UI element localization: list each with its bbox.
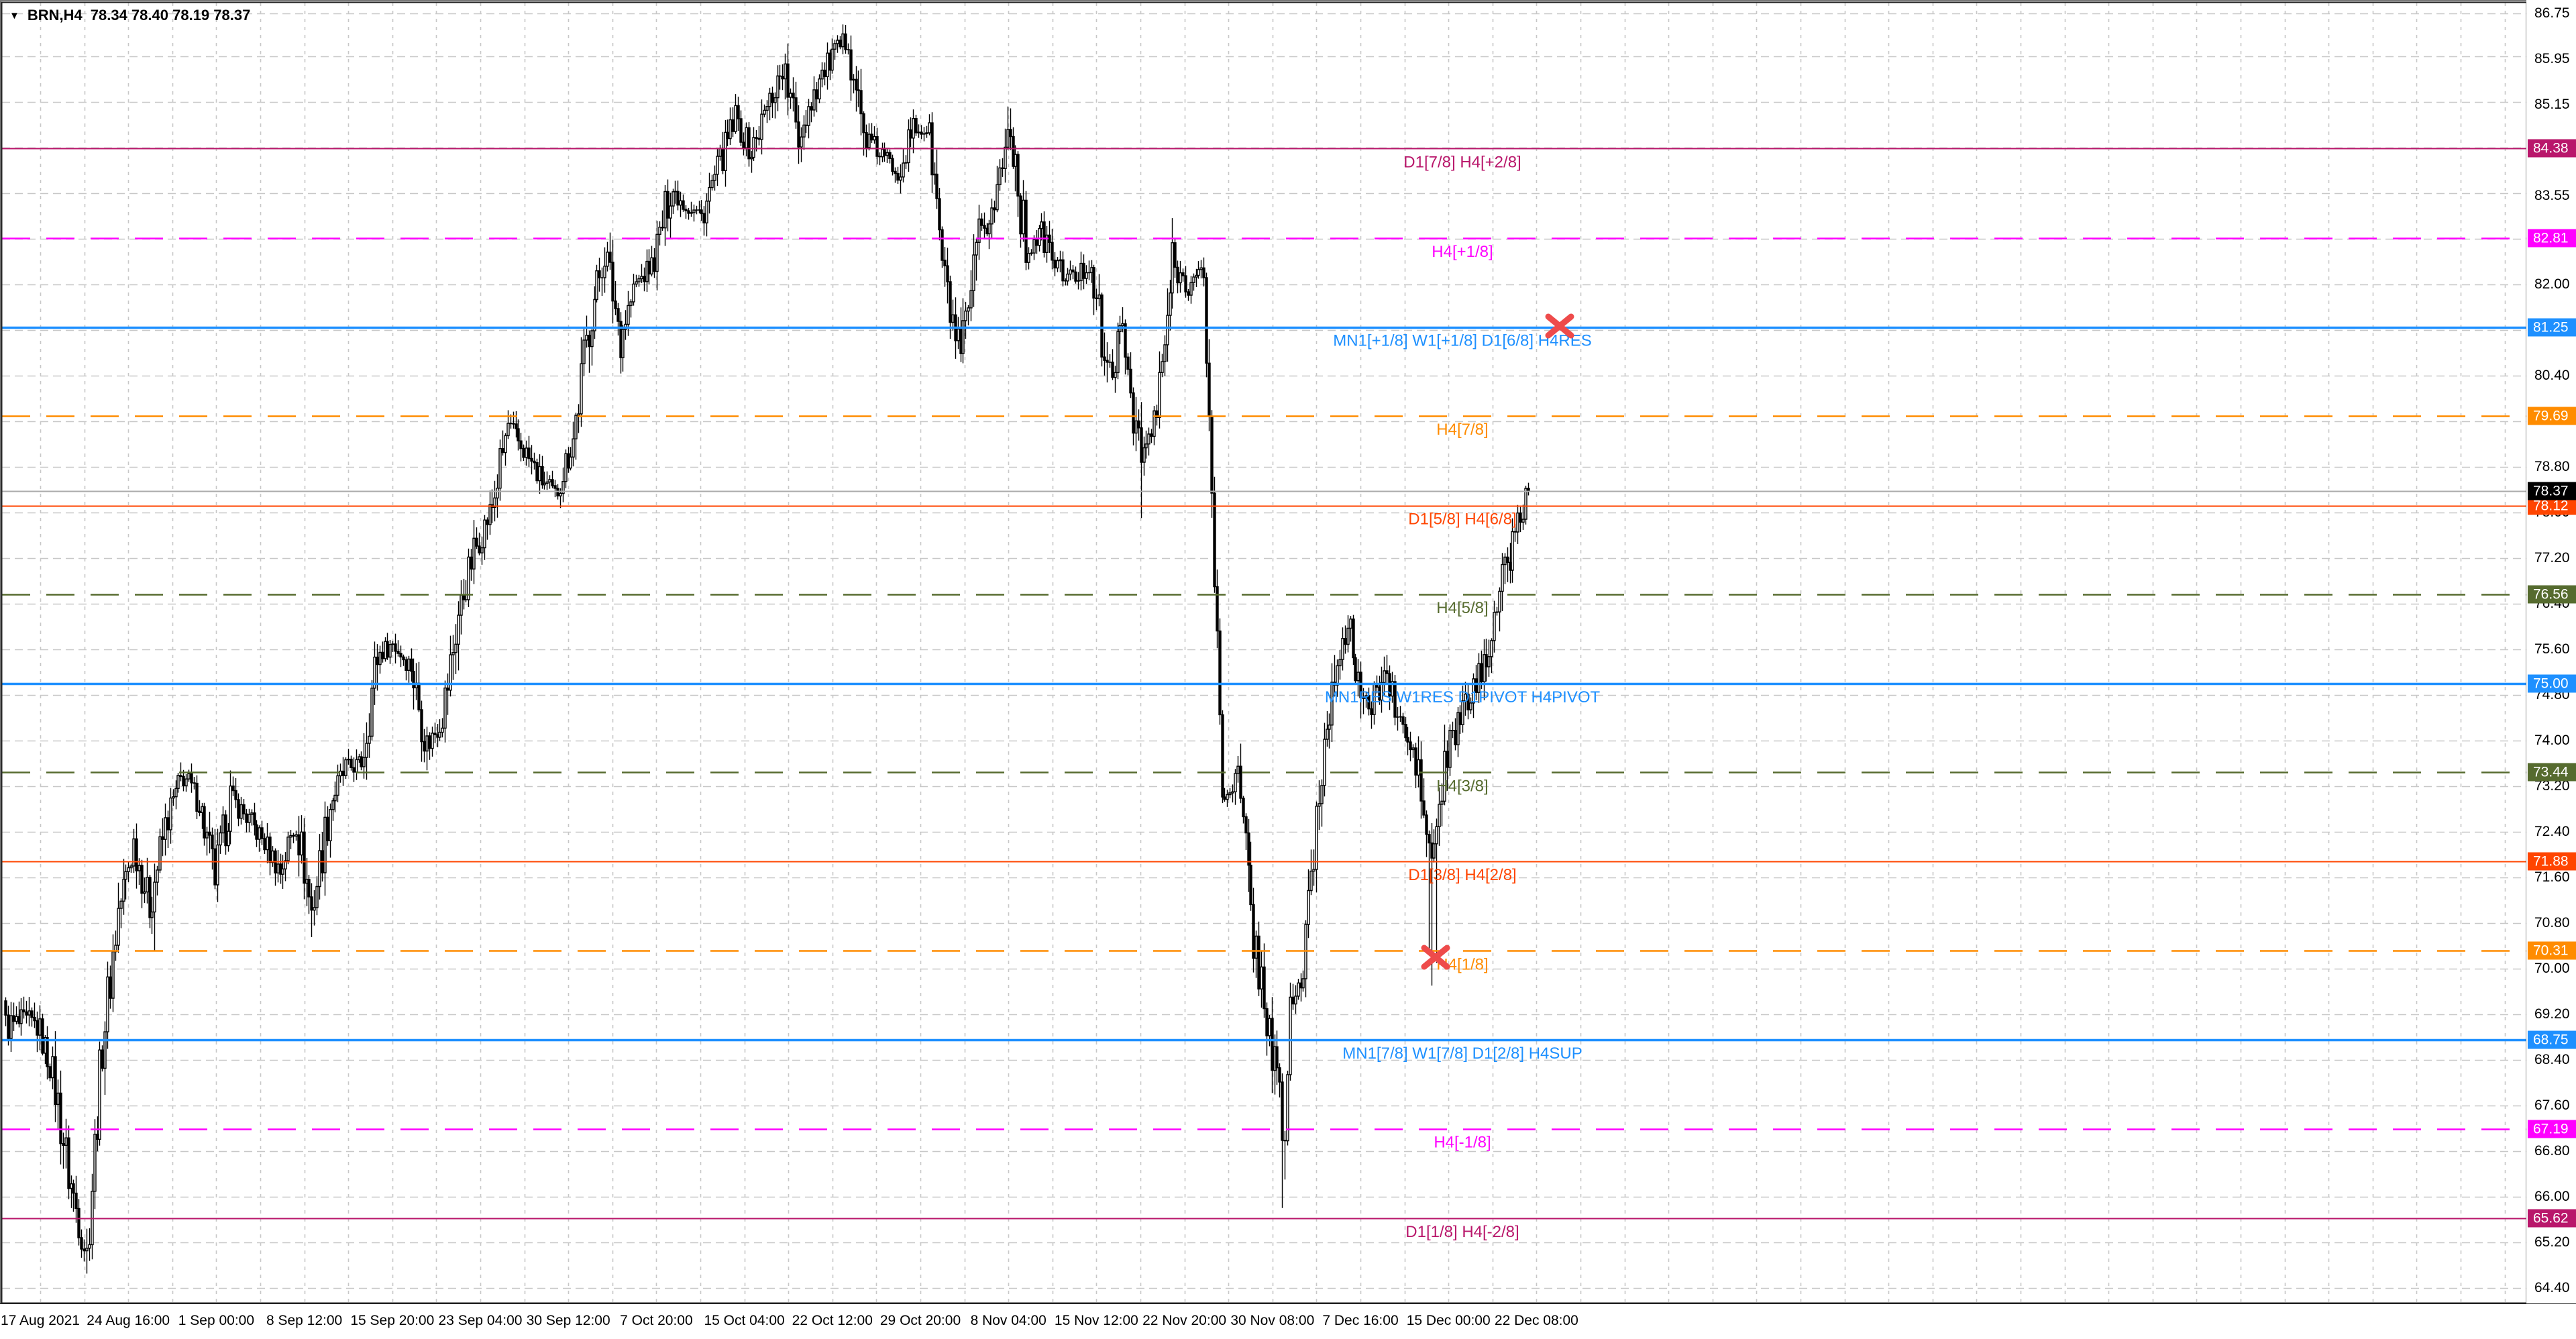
time-axis-label: 22 Oct 12:00 — [792, 1313, 873, 1328]
level-label: MN1RES W1RES D1PIVOT H4PIVOT — [1325, 688, 1601, 706]
time-axis[interactable]: 17 Aug 2021 24 Aug 16:00 1 Sep 00:00 8 Sep … — [0, 1304, 2576, 1339]
time-axis-label: 8 Sep 12:00 — [266, 1313, 343, 1328]
price-tick-label: 85.95 — [2534, 51, 2570, 66]
level-label: D1[1/8] H4[-2/8] — [1405, 1223, 1519, 1241]
time-axis-label: 15 Sep 20:00 — [350, 1313, 435, 1328]
price-tick-label: 67.60 — [2534, 1097, 2570, 1113]
price-tick-label: 85.15 — [2534, 97, 2570, 112]
price-tick-label: 74.00 — [2534, 732, 2570, 748]
time-axis-label: 17 Aug 2021 — [1, 1313, 80, 1328]
price-tick-label: 64.40 — [2534, 1279, 2570, 1295]
price-level-badge: 71.88 — [2528, 852, 2576, 871]
time-axis-label: 15 Dec 00:00 — [1406, 1313, 1491, 1328]
x-mark-icon[interactable] — [1545, 313, 1574, 339]
level-lines-layer — [2, 148, 2526, 1220]
x-mark-icon[interactable] — [1421, 945, 1450, 970]
level-labels-layer: D1[7/8] H4[+2/8]H4[+1/8]MN1[+1/8] W1[+1/… — [1325, 153, 1601, 1241]
price-tick-label: 82.00 — [2534, 276, 2570, 292]
price-level-badge: 65.62 — [2528, 1209, 2576, 1228]
level-label: H4[+1/8] — [1432, 243, 1493, 261]
chevron-down-icon[interactable]: ▼ — [9, 9, 19, 21]
candles-layer — [4, 24, 1530, 1274]
price-tick-label: 83.55 — [2534, 188, 2570, 203]
price-level-badge: 73.44 — [2528, 763, 2576, 782]
price-level-badge: 81.25 — [2528, 318, 2576, 336]
price-level-badge: 82.81 — [2528, 229, 2576, 248]
time-axis-label: 24 Aug 16:00 — [87, 1313, 170, 1328]
price-level-badge: 79.69 — [2528, 407, 2576, 425]
price-tick-label: 80.40 — [2534, 367, 2570, 383]
price-level-badge: 67.19 — [2528, 1120, 2576, 1138]
time-axis-label: 23 Sep 04:00 — [438, 1313, 523, 1328]
time-axis-label: 7 Oct 20:00 — [620, 1313, 693, 1328]
price-axis[interactable]: 86.7585.9585.1583.5582.0080.4078.8078.00… — [2526, 0, 2576, 1303]
symbol-header: ▼ BRN,H4 78.34 78.40 78.19 78.37 — [9, 7, 250, 24]
price-tick-label: 73.20 — [2534, 778, 2570, 794]
price-tick-label: 70.00 — [2534, 960, 2570, 976]
price-tick-label: 71.60 — [2534, 869, 2570, 885]
time-axis-label: 22 Dec 08:00 — [1494, 1313, 1578, 1328]
time-axis-label: 29 Oct 20:00 — [879, 1313, 961, 1328]
time-axis-label: 8 Nov 04:00 — [970, 1313, 1046, 1328]
time-axis-label: 15 Oct 04:00 — [704, 1313, 785, 1328]
level-label: H4[5/8] — [1436, 599, 1488, 617]
price-tick-label: 77.20 — [2534, 549, 2570, 566]
time-axis-label: 1 Sep 00:00 — [178, 1313, 255, 1328]
price-tick-label: 68.40 — [2534, 1051, 2570, 1067]
time-axis-label: 30 Sep 12:00 — [526, 1313, 610, 1328]
price-tick-label: 86.75 — [2534, 5, 2570, 21]
level-label: H4[3/8] — [1436, 777, 1488, 795]
level-label: D1[5/8] H4[6/8] — [1408, 511, 1516, 529]
price-tick-label: 66.00 — [2534, 1188, 2570, 1204]
level-label: MN1[7/8] W1[7/8] D1[2/8] H4SUP — [1342, 1045, 1582, 1063]
price-level-badge: 70.31 — [2528, 941, 2576, 960]
price-level-badge: 84.38 — [2528, 139, 2576, 158]
price-tick-label: 66.80 — [2534, 1142, 2570, 1159]
price-tick-label: 72.40 — [2534, 823, 2570, 839]
price-level-badge: 68.75 — [2528, 1030, 2576, 1049]
level-label: H4[7/8] — [1436, 421, 1488, 439]
time-axis-label: 30 Nov 08:00 — [1230, 1313, 1315, 1328]
ohlc-quote: 78.34 78.40 78.19 78.37 — [90, 7, 251, 23]
price-level-badge: 76.56 — [2528, 585, 2576, 604]
symbol-title: BRN,H4 — [27, 7, 83, 23]
time-axis-label: 15 Nov 12:00 — [1054, 1313, 1138, 1328]
time-axis-label: 7 Dec 16:00 — [1322, 1313, 1399, 1328]
time-axis-label: 22 Nov 20:00 — [1142, 1313, 1227, 1328]
price-tick-label: 69.20 — [2534, 1006, 2570, 1022]
price-tick-label: 75.60 — [2534, 641, 2570, 657]
price-tick-label: 65.20 — [2534, 1234, 2570, 1250]
price-tick-label: 78.80 — [2534, 458, 2570, 474]
level-label: D1[7/8] H4[+2/8] — [1403, 153, 1521, 171]
level-label: D1[3/8] H4[2/8] — [1408, 866, 1516, 884]
level-label: H4[-1/8] — [1434, 1134, 1491, 1152]
current-price-badge: 78.37 — [2528, 482, 2576, 500]
price-tick-label: 70.80 — [2534, 914, 2570, 930]
price-level-badge: 75.00 — [2528, 674, 2576, 693]
